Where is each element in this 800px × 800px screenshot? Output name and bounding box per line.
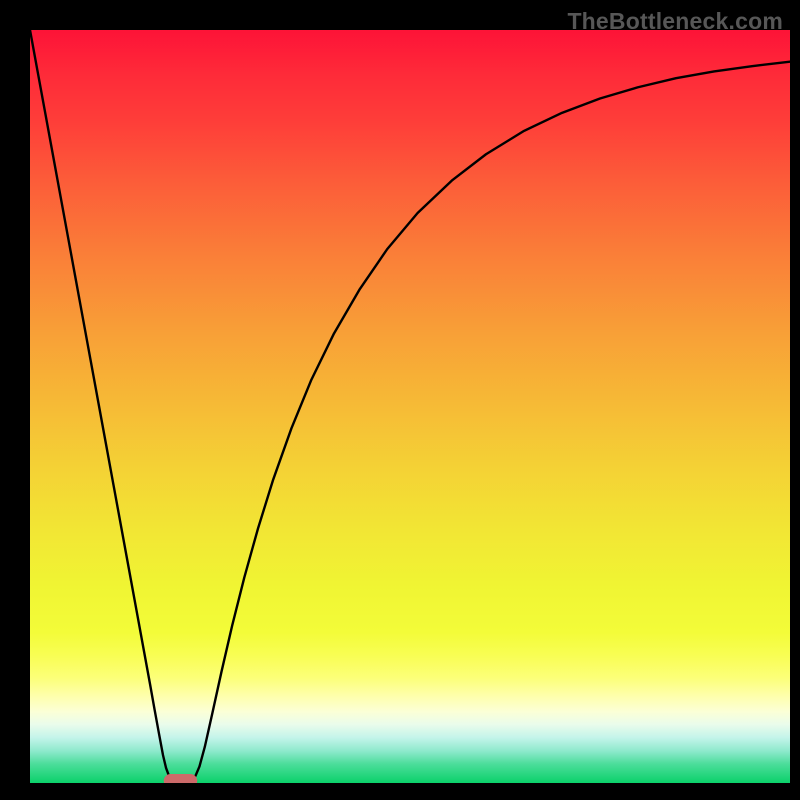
gradient-background — [30, 30, 790, 783]
watermark-text: TheBottleneck.com — [567, 8, 783, 35]
bottleneck-chart — [30, 30, 790, 783]
chart-container: TheBottleneck.com — [0, 0, 800, 800]
optimal-marker — [164, 774, 197, 783]
plot-area — [30, 30, 790, 783]
